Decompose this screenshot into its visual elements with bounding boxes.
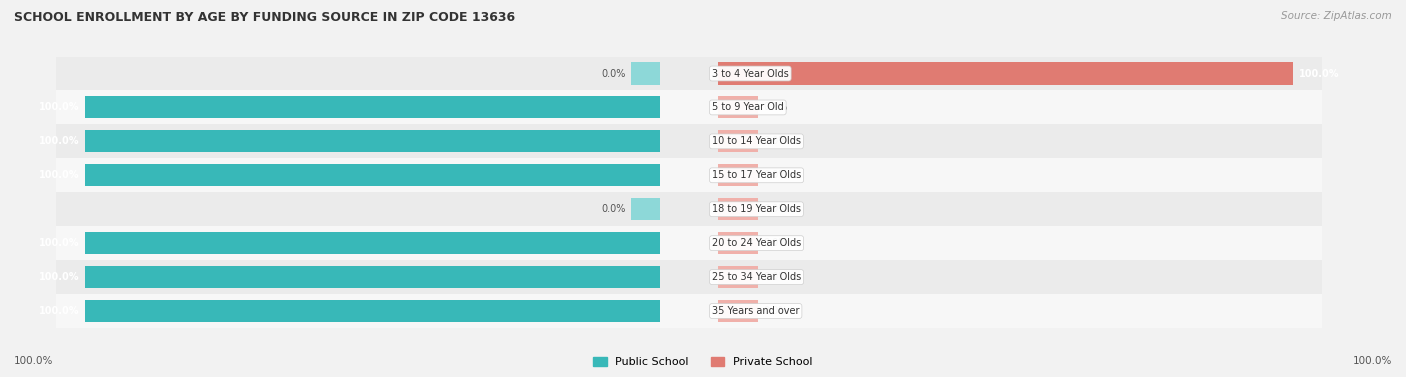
Text: 0.0%: 0.0% [602,69,626,78]
Bar [689,192,1350,226]
Bar [717,63,1294,84]
Bar [689,226,1350,260]
Bar [84,266,661,288]
Bar [631,198,661,220]
Text: 0.0%: 0.0% [763,204,789,214]
Text: 100.0%: 100.0% [39,136,79,146]
Bar [84,130,661,152]
Bar [689,294,1350,328]
Text: 10 to 14 Year Olds: 10 to 14 Year Olds [711,136,801,146]
Bar [717,198,758,220]
Text: 0.0%: 0.0% [763,170,789,180]
Text: 0.0%: 0.0% [763,136,789,146]
Bar [84,97,661,118]
Text: 5 to 9 Year Old: 5 to 9 Year Old [711,103,783,112]
Text: 0.0%: 0.0% [763,103,789,112]
Bar [56,294,689,328]
Bar [631,63,661,84]
Bar [56,90,689,124]
Bar [717,130,758,152]
Text: 0.0%: 0.0% [602,204,626,214]
Text: 100.0%: 100.0% [39,170,79,180]
Bar [689,158,1350,192]
Bar [717,97,758,118]
Text: 100.0%: 100.0% [39,238,79,248]
Bar [717,164,758,186]
Text: 100.0%: 100.0% [39,306,79,316]
Bar [56,260,689,294]
Bar [56,57,689,90]
Text: SCHOOL ENROLLMENT BY AGE BY FUNDING SOURCE IN ZIP CODE 13636: SCHOOL ENROLLMENT BY AGE BY FUNDING SOUR… [14,11,515,24]
Bar [689,57,1350,90]
Legend: Public School, Private School: Public School, Private School [589,352,817,371]
Text: 35 Years and over: 35 Years and over [711,306,800,316]
Text: 3 to 4 Year Olds: 3 to 4 Year Olds [711,69,789,78]
Text: 18 to 19 Year Olds: 18 to 19 Year Olds [711,204,801,214]
Bar [84,300,661,322]
Text: 100.0%: 100.0% [39,103,79,112]
Bar [717,266,758,288]
Text: 25 to 34 Year Olds: 25 to 34 Year Olds [711,272,801,282]
Bar [56,124,689,158]
Bar [56,192,689,226]
Bar [56,158,689,192]
Text: 100.0%: 100.0% [1299,69,1339,78]
Bar [84,232,661,254]
Text: 0.0%: 0.0% [763,306,789,316]
Text: 15 to 17 Year Olds: 15 to 17 Year Olds [711,170,801,180]
Bar [717,232,758,254]
Text: 100.0%: 100.0% [39,272,79,282]
Text: 100.0%: 100.0% [1353,356,1392,366]
Text: 0.0%: 0.0% [763,272,789,282]
Bar [689,90,1350,124]
Text: 20 to 24 Year Olds: 20 to 24 Year Olds [711,238,801,248]
Text: 0.0%: 0.0% [763,238,789,248]
Bar [56,226,689,260]
Bar [717,300,758,322]
Bar [84,164,661,186]
Text: Source: ZipAtlas.com: Source: ZipAtlas.com [1281,11,1392,21]
Bar [689,124,1350,158]
Text: 100.0%: 100.0% [14,356,53,366]
Bar [689,260,1350,294]
